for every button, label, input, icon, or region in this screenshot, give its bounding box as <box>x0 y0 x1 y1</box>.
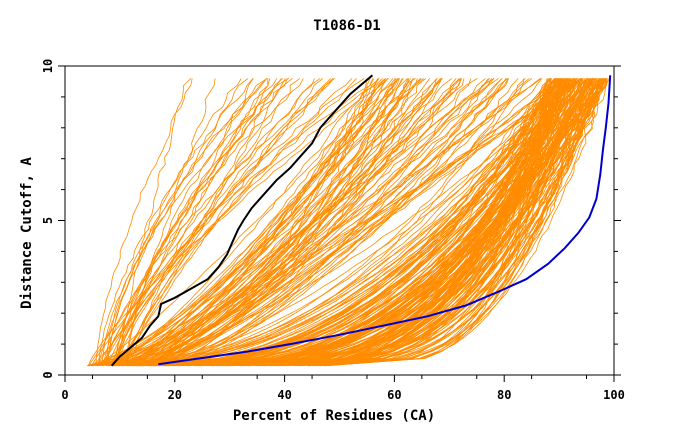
model-curve <box>146 78 577 367</box>
model-curve <box>95 78 193 366</box>
x-tick-label: 60 <box>387 388 401 402</box>
model-curve <box>161 78 371 367</box>
model-curve <box>115 78 462 367</box>
model-curve <box>161 78 457 367</box>
model-curve <box>141 78 572 367</box>
model-curve <box>107 78 242 366</box>
model-curve <box>162 78 568 367</box>
model-curve <box>115 78 465 367</box>
model-curve <box>126 78 268 366</box>
model-curve <box>141 78 443 367</box>
model-curve <box>137 78 503 367</box>
model-curve <box>136 78 562 367</box>
model-curve <box>88 78 269 366</box>
model-curve <box>161 78 472 367</box>
model-curve <box>136 78 414 367</box>
model-curve <box>177 78 560 367</box>
model-curve <box>113 78 374 367</box>
model-curve <box>307 78 610 367</box>
model-curve <box>107 78 581 367</box>
model-curve <box>101 78 290 366</box>
highlight-curve-2 <box>158 75 612 366</box>
model-curve <box>259 78 592 367</box>
model-curve <box>98 78 254 366</box>
model-curve <box>99 78 254 366</box>
y-tick-label: 10 <box>41 59 55 73</box>
chart-title: T1086-D1 <box>313 18 380 34</box>
model-curve <box>152 78 386 367</box>
x-axis: 0 20 40 60 80 100 <box>61 375 625 402</box>
model-curve <box>210 78 591 367</box>
model-curve <box>227 78 575 367</box>
model-curve <box>156 78 492 367</box>
background-curves <box>87 78 610 367</box>
model-curve <box>114 78 608 367</box>
model-curve <box>87 78 389 366</box>
model-curve <box>299 78 594 367</box>
model-curve <box>114 78 304 366</box>
x-tick-label: 40 <box>277 388 291 402</box>
model-curve <box>105 78 526 367</box>
model-curve <box>120 78 551 367</box>
model-curve <box>160 78 425 367</box>
model-curve <box>154 78 486 367</box>
model-curve <box>311 78 608 367</box>
model-curve <box>324 78 573 367</box>
model-curve <box>105 78 268 366</box>
model-curve <box>130 78 271 366</box>
model-curve <box>95 78 557 367</box>
model-curve <box>125 78 283 366</box>
model-curve <box>107 78 278 366</box>
x-axis-title: Percent of Residues (CA) <box>233 408 435 424</box>
model-curve <box>114 78 216 366</box>
model-curve <box>123 78 396 367</box>
model-curve <box>290 78 608 367</box>
model-curve <box>197 78 585 367</box>
model-curve <box>132 78 460 367</box>
x-tick-label: 100 <box>603 388 625 402</box>
model-curve <box>115 78 594 367</box>
model-curve <box>288 78 556 367</box>
highlight-curves <box>110 74 612 367</box>
model-curve <box>136 78 530 367</box>
model-curve <box>167 78 558 367</box>
model-curve <box>131 78 397 367</box>
model-curve <box>144 78 581 367</box>
model-curve <box>323 78 552 367</box>
x-tick-label: 0 <box>61 388 68 402</box>
model-curve <box>161 78 595 367</box>
model-curve <box>211 78 591 367</box>
model-curve <box>98 78 249 366</box>
y-axis-title: Distance Cutoff, A <box>19 157 35 309</box>
model-curve <box>145 78 379 367</box>
model-curve <box>121 78 560 367</box>
model-curve <box>155 78 519 367</box>
model-curve <box>158 78 562 367</box>
model-curve <box>92 78 301 366</box>
model-curve <box>113 78 589 367</box>
y-tick-label: 5 <box>41 217 55 224</box>
model-curve <box>137 78 574 367</box>
model-curve <box>141 78 533 367</box>
model-curve <box>142 78 583 367</box>
model-curve <box>114 78 293 366</box>
model-curve <box>132 78 499 367</box>
model-curve <box>107 78 490 367</box>
model-curve <box>89 78 410 367</box>
model-curve <box>100 78 489 367</box>
model-curve <box>141 78 592 367</box>
x-tick-label: 20 <box>168 388 182 402</box>
model-curve <box>101 78 400 367</box>
model-curve <box>97 78 380 367</box>
y-tick-label: 0 <box>41 371 55 378</box>
model-curve <box>117 78 288 366</box>
model-curve <box>88 78 564 367</box>
highlight-curve-1 <box>110 74 374 367</box>
model-curve <box>182 78 583 367</box>
model-curve <box>115 78 357 366</box>
y-axis: 0 5 10 <box>41 59 621 379</box>
x-tick-label: 80 <box>497 388 511 402</box>
model-curve <box>148 78 386 367</box>
